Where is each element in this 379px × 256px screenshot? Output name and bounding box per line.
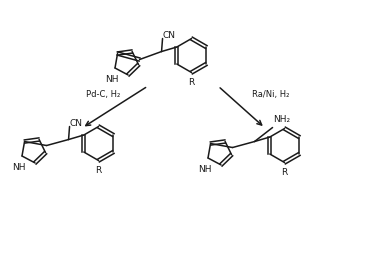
Text: CN: CN <box>163 31 175 40</box>
Text: Ra/Ni, H₂: Ra/Ni, H₂ <box>252 90 289 99</box>
Text: NH: NH <box>12 163 26 172</box>
Text: R: R <box>96 166 102 175</box>
Text: NH: NH <box>198 165 212 174</box>
Text: NH: NH <box>105 75 119 84</box>
Text: R: R <box>282 167 288 177</box>
Text: NH₂: NH₂ <box>274 115 291 124</box>
Text: R: R <box>188 78 195 87</box>
Text: Pd-C, H₂: Pd-C, H₂ <box>86 90 120 99</box>
Text: CN: CN <box>70 119 83 128</box>
